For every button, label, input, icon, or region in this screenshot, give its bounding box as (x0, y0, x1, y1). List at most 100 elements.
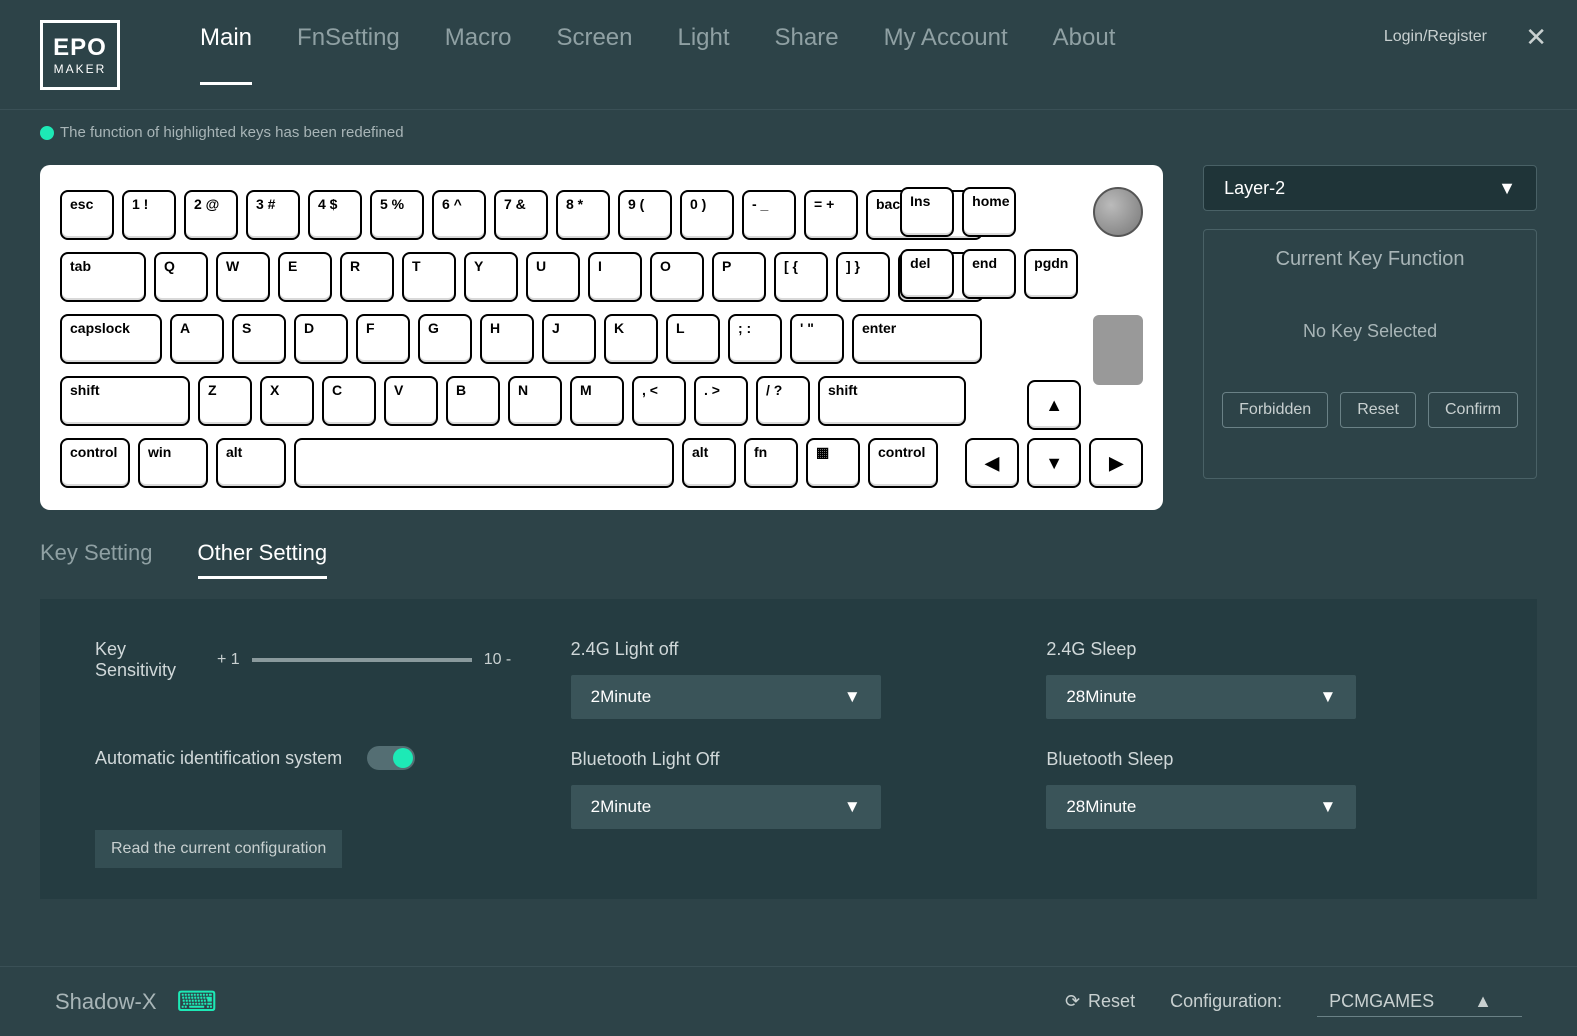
key-t[interactable]: T (402, 252, 456, 302)
config-select[interactable]: PCMGAMES ▲ (1317, 987, 1522, 1017)
key-h[interactable]: H (480, 314, 534, 364)
key-home[interactable]: home (962, 187, 1016, 237)
key-shift[interactable]: shift (60, 376, 190, 426)
key-enter[interactable]: enter (852, 314, 982, 364)
key-[interactable]: / ? (756, 376, 810, 426)
key-end[interactable]: end (962, 249, 1016, 299)
tab-other-setting[interactable]: Other Setting (198, 540, 328, 579)
key-p[interactable]: P (712, 252, 766, 302)
key-fn[interactable]: fn (744, 438, 798, 488)
key-capslock[interactable]: capslock (60, 314, 162, 364)
rotary-knob[interactable] (1093, 187, 1143, 237)
key-arrow-up[interactable]: ▲ (1027, 380, 1081, 430)
setting-select[interactable]: 2Minute▼ (571, 785, 881, 829)
key-[interactable]: [ { (774, 252, 828, 302)
nav-light[interactable]: Light (678, 24, 730, 85)
key-o[interactable]: O (650, 252, 704, 302)
key-7[interactable]: 7 & (494, 190, 548, 240)
confirm-button[interactable]: Confirm (1428, 392, 1518, 428)
key-3[interactable]: 3 # (246, 190, 300, 240)
key-esc[interactable]: esc (60, 190, 114, 240)
forbidden-button[interactable]: Forbidden (1222, 392, 1328, 428)
nav-share[interactable]: Share (775, 24, 839, 85)
key-5[interactable]: 5 % (370, 190, 424, 240)
hint-row: The function of highlighted keys has bee… (0, 110, 1577, 155)
close-icon[interactable]: ✕ (1525, 22, 1547, 53)
key-pgdn[interactable]: pgdn (1024, 249, 1078, 299)
key-x[interactable]: X (260, 376, 314, 426)
key-b[interactable]: B (446, 376, 500, 426)
key-r[interactable]: R (340, 252, 394, 302)
nav-screen[interactable]: Screen (556, 24, 632, 85)
key-8[interactable]: 8 * (556, 190, 610, 240)
key-del[interactable]: del (900, 249, 954, 299)
key-0[interactable]: 0 ) (680, 190, 734, 240)
key-w[interactable]: W (216, 252, 270, 302)
nav-about[interactable]: About (1053, 24, 1116, 85)
setting-select[interactable]: 28Minute▼ (1046, 785, 1356, 829)
nav-macro[interactable]: Macro (445, 24, 512, 85)
key-6[interactable]: 6 ^ (432, 190, 486, 240)
sensitivity-slider[interactable] (252, 658, 472, 662)
key-control[interactable]: control (868, 438, 938, 488)
key-arrow-right[interactable]: ▶ (1089, 438, 1143, 488)
auto-id-toggle[interactable] (367, 746, 415, 770)
key-9[interactable]: 9 ( (618, 190, 672, 240)
layer-select[interactable]: Layer-2 ▼ (1203, 165, 1537, 211)
login-link[interactable]: Login/Register (1384, 28, 1487, 46)
key-ins[interactable]: Ins (900, 187, 954, 237)
key-i[interactable]: I (588, 252, 642, 302)
key-arrow-left[interactable]: ◀ (965, 438, 1019, 488)
key-2[interactable]: 2 @ (184, 190, 238, 240)
key-j[interactable]: J (542, 314, 596, 364)
key-control[interactable]: control (60, 438, 130, 488)
key-l[interactable]: L (666, 314, 720, 364)
key-[interactable]: ' " (790, 314, 844, 364)
key-g[interactable]: G (418, 314, 472, 364)
key-m[interactable]: M (570, 376, 624, 426)
keyboard-icon[interactable]: ⌨ (177, 985, 217, 1018)
key-[interactable]: = + (804, 190, 858, 240)
key-q[interactable]: Q (154, 252, 208, 302)
key-shift[interactable]: shift (818, 376, 966, 426)
key-s[interactable]: S (232, 314, 286, 364)
key-arrow-down[interactable]: ▼ (1027, 438, 1081, 488)
key-a[interactable]: A (170, 314, 224, 364)
setting-select[interactable]: 28Minute▼ (1046, 675, 1356, 719)
key-y[interactable]: Y (464, 252, 518, 302)
key-[interactable]: . > (694, 376, 748, 426)
nav-fnsetting[interactable]: FnSetting (297, 24, 400, 85)
key-alt[interactable]: alt (216, 438, 286, 488)
touch-strip[interactable] (1093, 315, 1143, 385)
setting-select[interactable]: 2Minute▼ (571, 675, 881, 719)
key-1[interactable]: 1 ! (122, 190, 176, 240)
key-n[interactable]: N (508, 376, 562, 426)
key-d[interactable]: D (294, 314, 348, 364)
footer-reset-button[interactable]: ⟳ Reset (1065, 991, 1135, 1012)
key-f[interactable]: F (356, 314, 410, 364)
key-[interactable]: ; : (728, 314, 782, 364)
sens-max: 10 - (484, 651, 512, 669)
key-u[interactable]: U (526, 252, 580, 302)
nav-main[interactable]: Main (200, 24, 252, 85)
key-tab[interactable]: tab (60, 252, 146, 302)
key-e[interactable]: E (278, 252, 332, 302)
key-[interactable]: ] } (836, 252, 890, 302)
read-config-button[interactable]: Read the current configuration (95, 830, 342, 868)
key-[interactable]: - _ (742, 190, 796, 240)
key-v[interactable]: V (384, 376, 438, 426)
key-win[interactable]: win (138, 438, 208, 488)
key-z[interactable]: Z (198, 376, 252, 426)
key-k[interactable]: K (604, 314, 658, 364)
key-space[interactable] (294, 438, 674, 488)
key-4[interactable]: 4 $ (308, 190, 362, 240)
key-[interactable]: , < (632, 376, 686, 426)
setting-value: 28Minute (1066, 797, 1136, 817)
key-alt[interactable]: alt (682, 438, 736, 488)
tab-key-setting[interactable]: Key Setting (40, 540, 153, 579)
key-[interactable]: ▦ (806, 438, 860, 488)
nav-my-account[interactable]: My Account (884, 24, 1008, 85)
settings-mid-col: 2.4G Light off2Minute▼Bluetooth Light Of… (571, 639, 1007, 859)
key-c[interactable]: C (322, 376, 376, 426)
reset-button[interactable]: Reset (1340, 392, 1416, 428)
